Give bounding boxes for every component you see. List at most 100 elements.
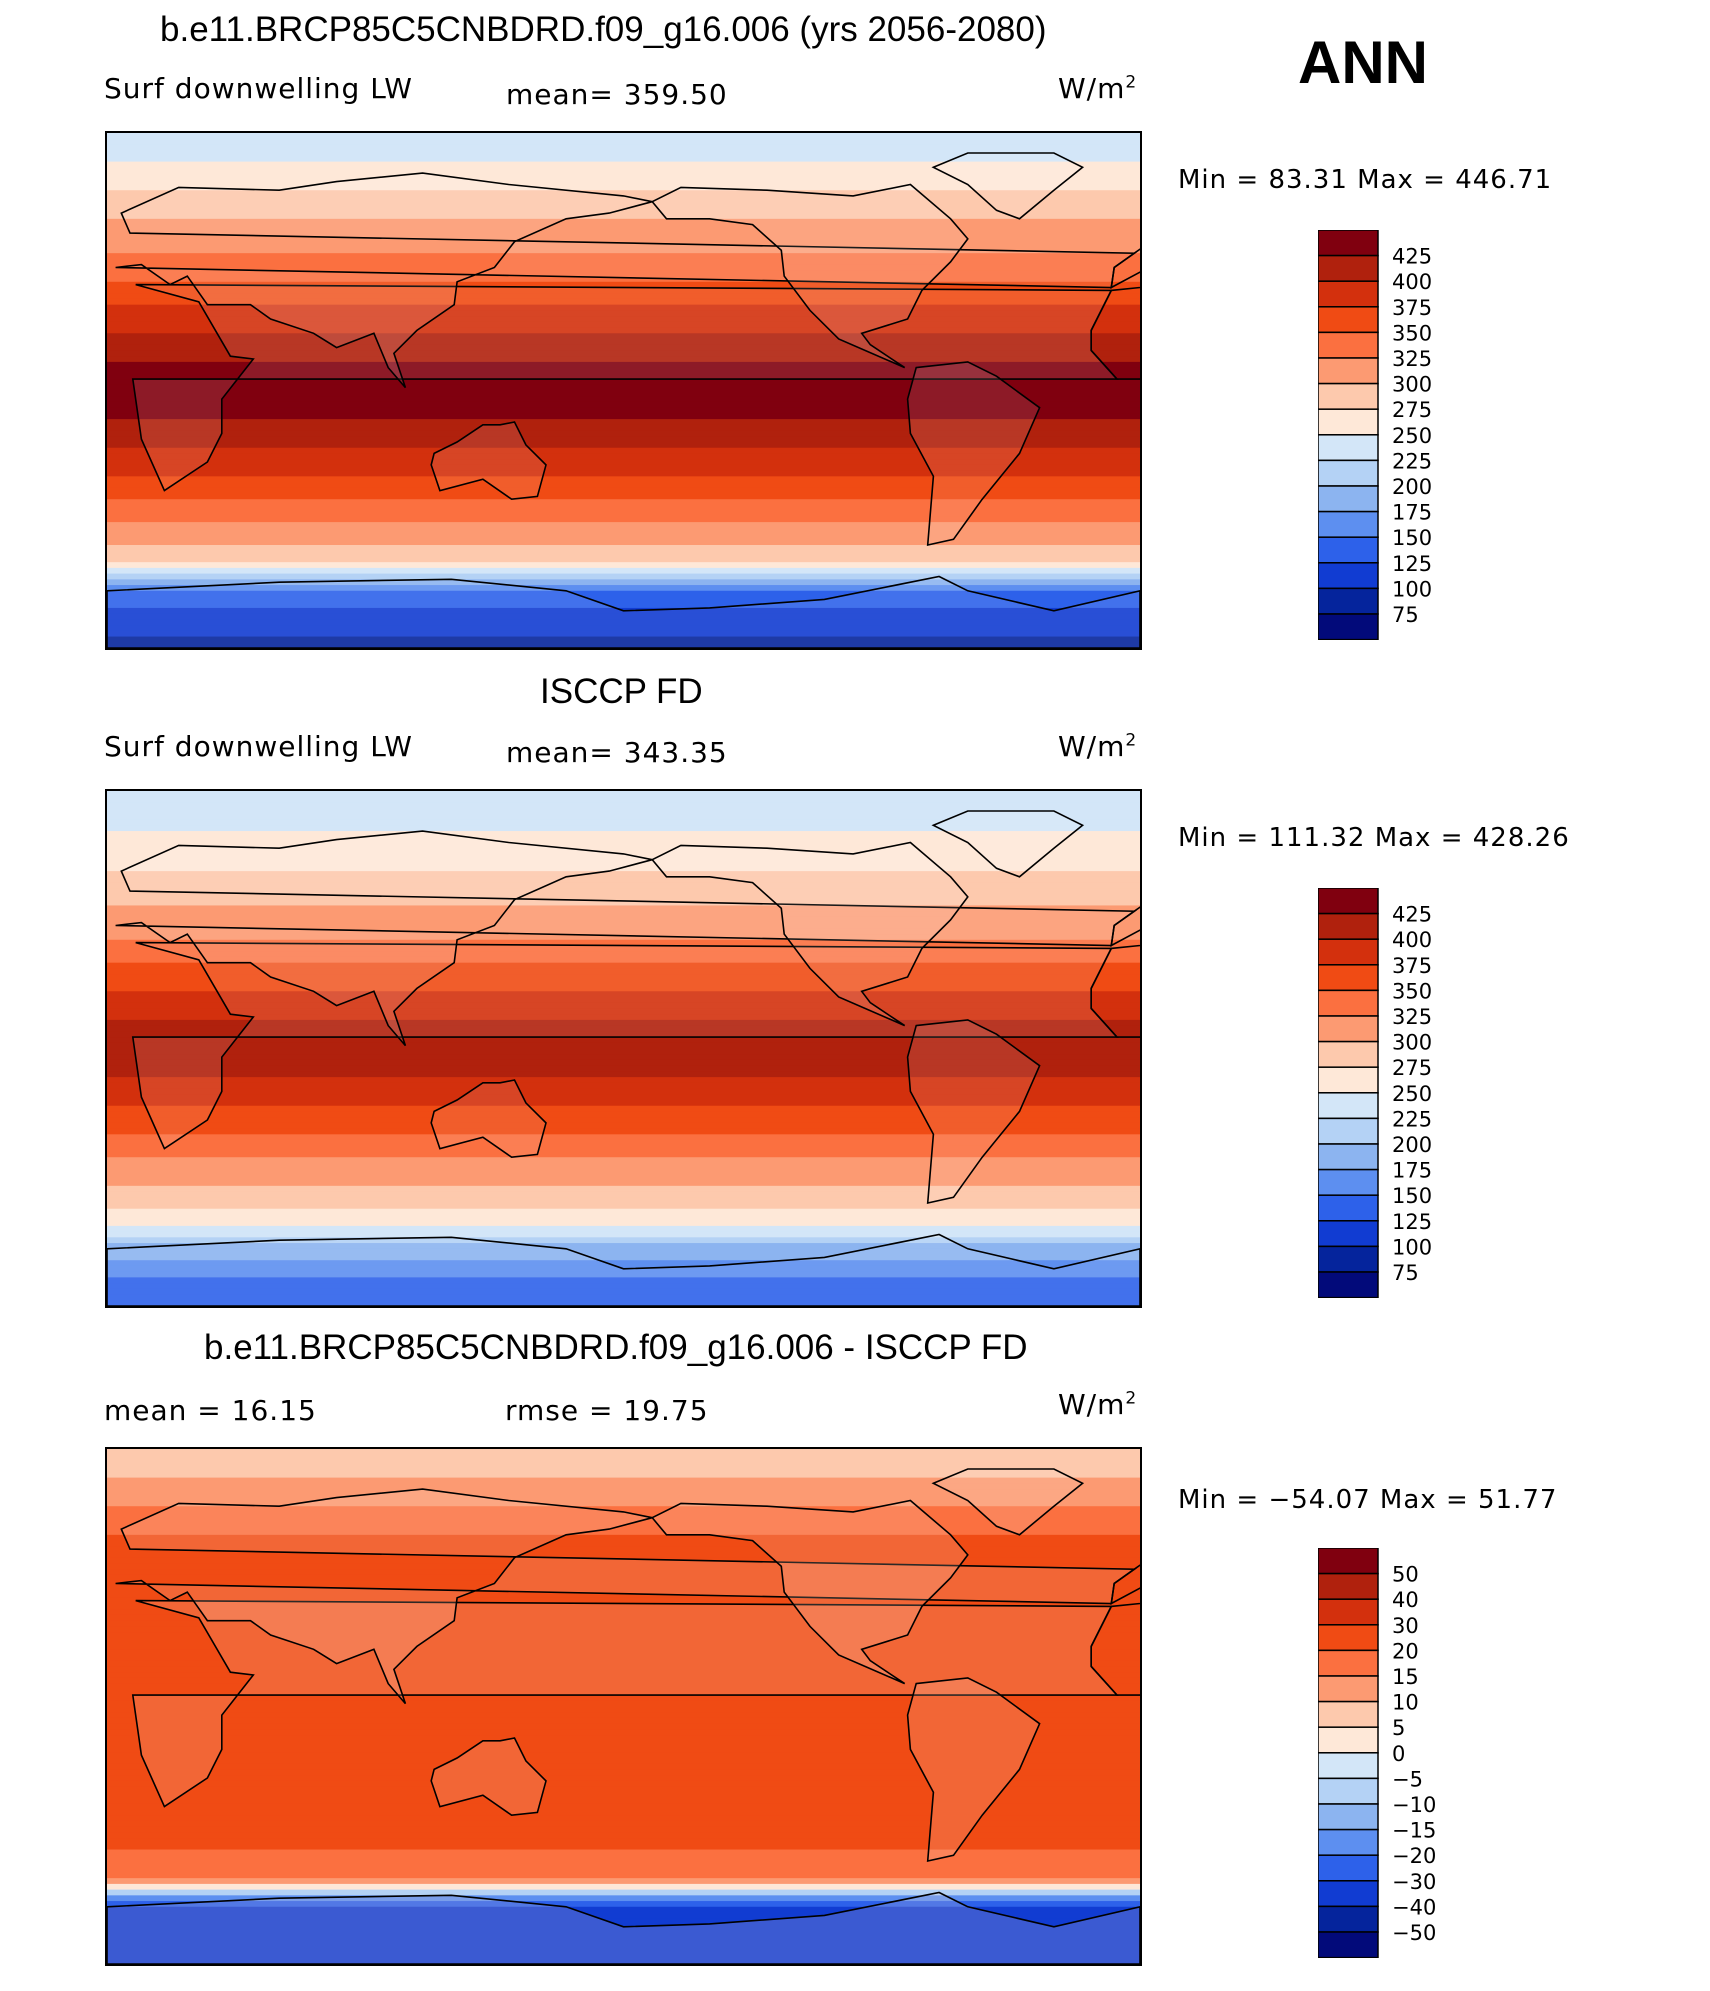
map-band (107, 1603, 1140, 1610)
map-band (107, 991, 1140, 998)
map-band (107, 430, 1140, 437)
colorbar-swatch (1317, 331, 1379, 359)
map-band (107, 1569, 1140, 1576)
continent-outline (1090, 286, 1140, 380)
map-band (107, 848, 1140, 855)
colorbar-swatch (1317, 613, 1379, 641)
map-band (107, 482, 1140, 489)
map-band (107, 1735, 1140, 1742)
map-band (107, 373, 1140, 380)
map-band (107, 562, 1140, 569)
colorbar-swatch (1317, 1726, 1379, 1754)
map-band (107, 1809, 1140, 1816)
colorbar-swatch (1317, 1649, 1379, 1677)
map-band (107, 1626, 1140, 1633)
colorbar-tick-label: 375 (1392, 296, 1432, 320)
colorbar-tick-label: −20 (1392, 1844, 1436, 1868)
colorbar-tick-label: 200 (1392, 1133, 1432, 1157)
map-band (107, 150, 1140, 157)
colorbar-tick-label: 250 (1392, 424, 1432, 448)
colorbar-tick-label: 100 (1392, 577, 1432, 601)
map-band (107, 459, 1140, 466)
map-band (107, 138, 1140, 146)
map-band (107, 470, 1140, 477)
panel2-colorbar: 425 400 375 350 325 300 275 250 225 200 175 150 125 1… (1317, 887, 1518, 1303)
map-band (107, 1695, 1140, 1702)
colorbar-tick-label: 150 (1392, 526, 1432, 550)
panel2-units: W/m2 (1058, 730, 1138, 763)
map-band (107, 1889, 1140, 1896)
map-band (107, 1941, 1140, 1948)
colorbar-swatch (1317, 938, 1379, 966)
map-band (107, 1895, 1140, 1902)
map-band (107, 1065, 1140, 1072)
colorbar-tick-label: 200 (1392, 475, 1432, 499)
continent-outline (131, 941, 1119, 1150)
colorbar-swatch (1317, 1194, 1379, 1222)
colorbar-tick-label: 20 (1392, 1639, 1419, 1663)
colorbar-tick-label: 125 (1392, 1210, 1432, 1234)
map-band (107, 1786, 1140, 1793)
map-band (107, 1511, 1140, 1519)
map-band (107, 167, 1140, 174)
map-band (107, 390, 1140, 397)
continent-outline (1090, 944, 1140, 1038)
map-band (107, 258, 1140, 266)
colorbar-tick-label: 30 (1392, 1614, 1419, 1638)
map-band (107, 1134, 1140, 1141)
map-band (107, 1042, 1140, 1050)
colorbar-tick-label: 350 (1392, 321, 1432, 345)
colorbar-tick-label: 425 (1392, 245, 1432, 269)
panel2-mean-label: mean= 343.35 (506, 736, 728, 769)
map-band (107, 951, 1140, 958)
map-band (107, 1059, 1140, 1067)
panel3-rmse-label: rmse = 19.75 (505, 1394, 709, 1427)
map-band (107, 1620, 1140, 1627)
map-band (107, 396, 1140, 403)
colorbar-tick-label: 225 (1392, 449, 1432, 473)
map-band (107, 1637, 1140, 1645)
map-band (107, 1145, 1140, 1153)
map-band (107, 791, 1140, 798)
colorbar-swatch (1317, 587, 1379, 615)
colorbar-swatch (1317, 1598, 1379, 1626)
panel1-min-max: Min = 83.31 Max = 446.71 (1178, 165, 1553, 195)
colorbar-swatch (1317, 1040, 1379, 1068)
map-band (107, 1185, 1140, 1193)
map-band (107, 527, 1140, 535)
map-band (107, 1929, 1140, 1936)
map-band (107, 545, 1140, 552)
colorbar-swatch (1317, 1854, 1379, 1882)
panel3-mean-label: mean = 16.15 (104, 1394, 317, 1427)
map-band (107, 1820, 1140, 1828)
map-band (107, 1151, 1140, 1158)
panel2-map-svg (107, 791, 1140, 1306)
panel1-title: b.e11.BRCP85C5CNBDRD.f09_g16.006 (yrs 20… (160, 10, 1047, 49)
map-band (107, 1477, 1140, 1484)
panel1-colorbar: 425 400 375 350 325 300 275 250 225 200 175 150 125 1… (1317, 229, 1518, 645)
continent-outline (430, 421, 547, 501)
map-band (107, 1614, 1140, 1622)
map-band (107, 264, 1140, 271)
colorbar-tick-label: 275 (1392, 398, 1432, 422)
map-band (107, 1260, 1140, 1267)
map-band (107, 1248, 1140, 1256)
map-band (107, 945, 1140, 952)
map-band (107, 476, 1140, 483)
continent-outline (931, 1468, 1085, 1536)
map-band (107, 1723, 1140, 1730)
map-band (107, 144, 1140, 151)
map-band (107, 218, 1140, 226)
map-band (107, 1563, 1140, 1570)
map-band (107, 1077, 1140, 1084)
continent-outline (131, 1599, 1119, 1808)
map-band (107, 1197, 1140, 1204)
colorbar-tick-label: 150 (1392, 1184, 1432, 1208)
colorbar-tick-label: 300 (1392, 1031, 1432, 1055)
colorbar-tick-label: 0 (1392, 1742, 1405, 1766)
continent-outline (107, 1233, 1140, 1306)
map-band (107, 1191, 1140, 1198)
map-band (107, 962, 1140, 969)
map-band (107, 1483, 1140, 1490)
map-band (107, 1901, 1140, 1908)
